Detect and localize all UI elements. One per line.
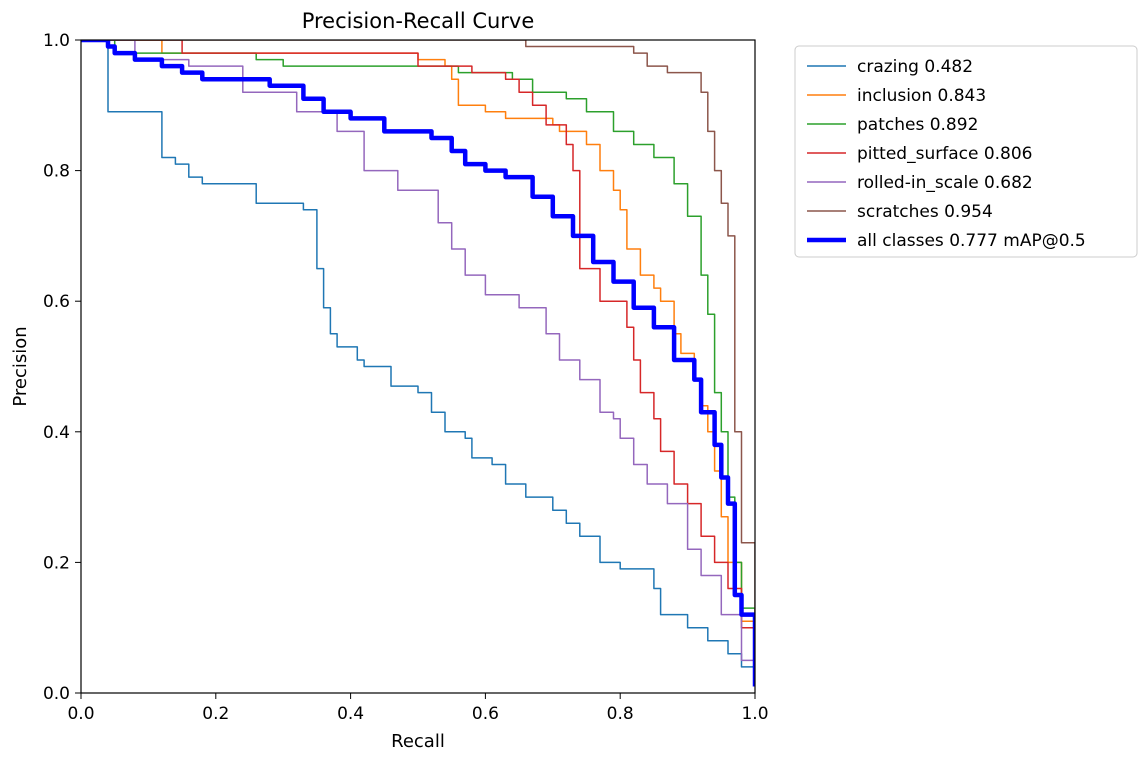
series-line-pitted-surface — [81, 40, 755, 687]
legend-label-all: all classes 0.777 mAP@0.5 — [857, 231, 1086, 251]
y-tick-label: 0.2 — [43, 553, 70, 573]
series-line-inclusion — [81, 40, 755, 687]
legend-frame — [794, 45, 1138, 258]
y-tick-label: 0.4 — [43, 423, 70, 443]
x-tick-label: 0.0 — [67, 704, 94, 724]
y-axis: 0.0 0.2 0.4 0.6 0.8 1.0 — [43, 31, 81, 704]
legend-label-rolled-in-scale: rolled-in_scale 0.682 — [857, 173, 1033, 193]
legend-label-patches: patches 0.892 — [857, 115, 978, 135]
series-line-patches — [81, 40, 755, 687]
chart-title: Precision-Recall Curve — [302, 9, 535, 33]
series-line-rolled-in-scale — [81, 40, 755, 687]
series-line-scratches — [81, 40, 755, 687]
legend: crazing 0.482 inclusion 0.843 patches 0.89… — [794, 45, 1138, 258]
legend-label-pitted-surface: pitted_surface 0.806 — [857, 144, 1033, 164]
x-axis: 0.0 0.2 0.4 0.6 0.8 1.0 — [67, 693, 769, 724]
x-tick-label: 0.2 — [202, 704, 229, 724]
x-tick-label: 0.8 — [607, 704, 634, 724]
series-line-crazing — [81, 40, 755, 687]
legend-label-inclusion: inclusion 0.843 — [857, 86, 986, 106]
y-axis-label: Precision — [10, 326, 31, 406]
series-line-all — [81, 40, 755, 687]
y-tick-label: 0.6 — [43, 292, 70, 312]
legend-label-crazing: crazing 0.482 — [857, 57, 973, 77]
legend-label-scratches: scratches 0.954 — [857, 202, 993, 222]
y-tick-label: 0.0 — [43, 684, 70, 704]
series-layer — [81, 40, 755, 687]
plot-frame — [80, 39, 756, 694]
y-tick-label: 1.0 — [43, 31, 70, 51]
x-tick-label: 0.4 — [337, 704, 364, 724]
x-tick-label: 0.6 — [472, 704, 499, 724]
x-tick-label: 1.0 — [741, 704, 768, 724]
y-tick-label: 0.8 — [43, 162, 70, 182]
x-axis-label: Recall — [391, 731, 445, 752]
